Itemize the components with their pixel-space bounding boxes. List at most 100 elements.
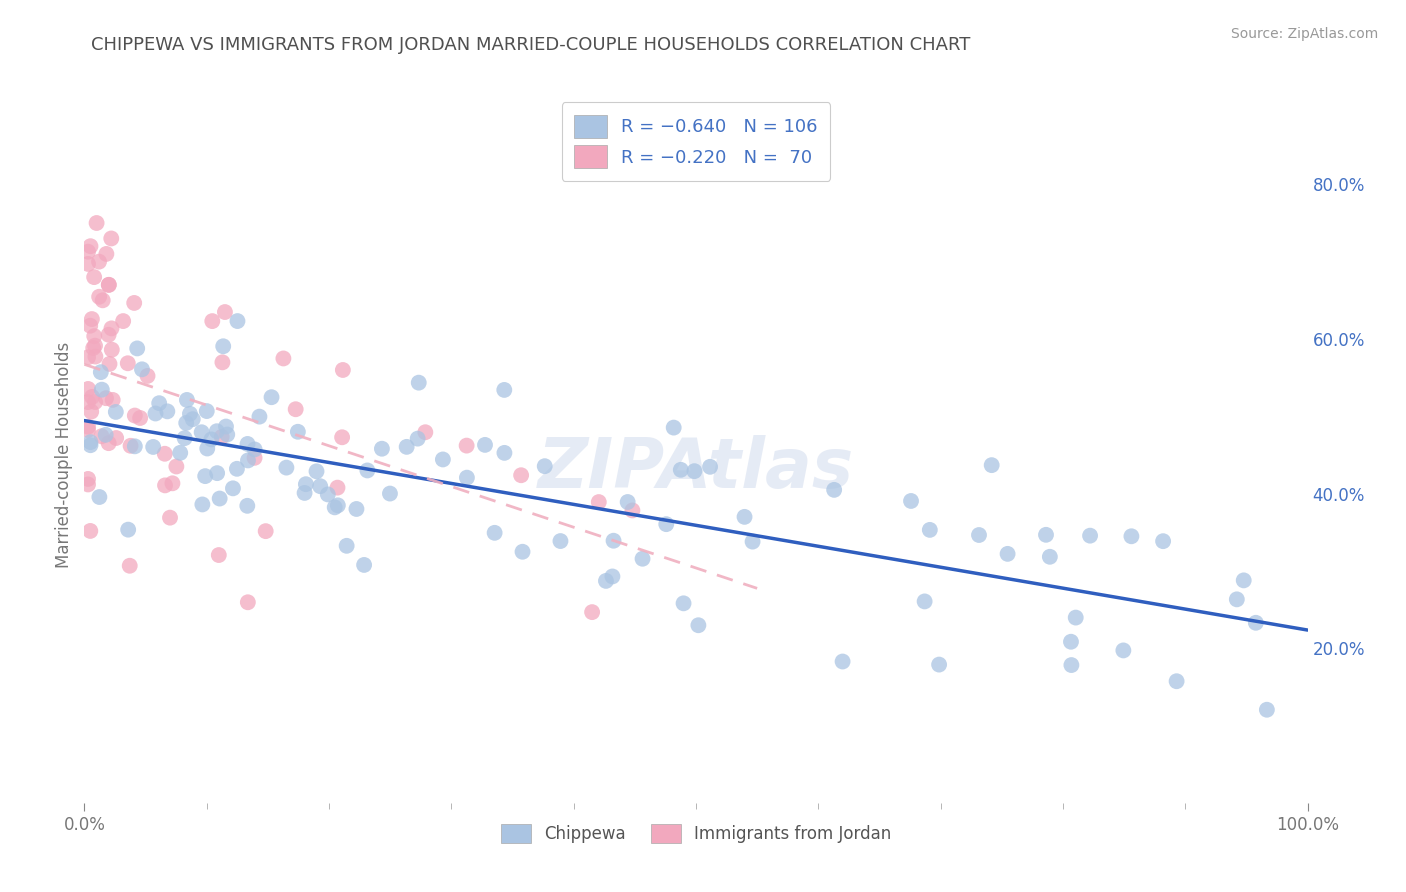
Legend: Chippewa, Immigrants from Jordan: Chippewa, Immigrants from Jordan <box>494 818 898 850</box>
Point <box>326 481 349 495</box>
Point <box>699 459 721 474</box>
Y-axis label: Married-couple Households: Married-couple Households <box>55 342 73 568</box>
Point <box>80 390 103 404</box>
Point <box>194 469 217 483</box>
Point <box>77 257 100 271</box>
Point <box>512 545 534 559</box>
Point <box>89 490 111 504</box>
Point <box>323 500 346 515</box>
Point <box>1060 658 1083 673</box>
Point <box>621 503 644 517</box>
Point <box>191 498 214 512</box>
Point <box>77 472 100 486</box>
Point <box>294 486 316 500</box>
Point <box>131 362 153 376</box>
Point <box>124 439 146 453</box>
Point <box>371 442 394 456</box>
Point <box>97 327 120 342</box>
Point <box>226 462 249 476</box>
Point <box>588 495 610 509</box>
Point <box>918 523 941 537</box>
Point <box>356 463 378 477</box>
Point <box>96 247 118 261</box>
Point <box>77 423 100 437</box>
Text: ZIPAtlas: ZIPAtlas <box>538 435 853 502</box>
Point <box>683 464 706 478</box>
Point <box>688 618 710 632</box>
Point <box>346 502 368 516</box>
Point <box>82 341 104 355</box>
Point <box>190 425 212 440</box>
Point <box>162 476 184 491</box>
Point <box>484 525 506 540</box>
Point <box>80 312 103 326</box>
Point <box>254 524 277 538</box>
Point <box>91 293 114 308</box>
Point <box>631 551 654 566</box>
Point <box>142 440 165 454</box>
Point <box>309 479 332 493</box>
Point <box>127 342 149 356</box>
Point <box>136 368 159 383</box>
Point <box>124 409 146 423</box>
Point <box>100 321 122 335</box>
Point <box>208 548 231 562</box>
Point <box>395 440 418 454</box>
Point <box>823 483 845 497</box>
Point <box>1152 534 1174 549</box>
Point <box>94 427 117 442</box>
Point <box>97 277 120 292</box>
Point <box>510 468 533 483</box>
Point <box>117 356 139 370</box>
Point <box>90 429 112 443</box>
Point <box>94 391 117 405</box>
Point <box>474 438 496 452</box>
Point <box>494 446 516 460</box>
Point <box>415 425 437 440</box>
Point <box>83 329 105 343</box>
Point <box>211 430 233 444</box>
Point <box>378 486 401 500</box>
Point <box>179 407 201 421</box>
Point <box>616 495 638 509</box>
Text: Source: ZipAtlas.com: Source: ZipAtlas.com <box>1230 27 1378 41</box>
Point <box>336 539 359 553</box>
Point <box>243 442 266 457</box>
Point <box>77 244 100 259</box>
Point <box>1226 592 1249 607</box>
Point <box>181 412 204 426</box>
Point <box>1244 615 1267 630</box>
Point <box>84 395 107 409</box>
Point <box>153 447 176 461</box>
Point <box>980 458 1002 472</box>
Point <box>156 404 179 418</box>
Point <box>169 446 191 460</box>
Point <box>222 481 245 495</box>
Point <box>153 478 176 492</box>
Point <box>406 432 429 446</box>
Point <box>83 270 105 285</box>
Point <box>77 477 100 491</box>
Point <box>332 363 354 377</box>
Point <box>117 523 139 537</box>
Point <box>1039 549 1062 564</box>
Point <box>208 491 231 506</box>
Point <box>104 405 127 419</box>
Point <box>87 254 110 268</box>
Point <box>456 470 478 484</box>
Point <box>655 517 678 532</box>
Point <box>174 416 197 430</box>
Point <box>1233 574 1256 588</box>
Point <box>602 533 624 548</box>
Point <box>97 436 120 450</box>
Point <box>118 558 141 573</box>
Point <box>79 438 101 452</box>
Point <box>550 534 572 549</box>
Point <box>215 419 238 434</box>
Point <box>120 439 142 453</box>
Point <box>217 427 239 442</box>
Point <box>165 459 187 474</box>
Point <box>494 383 516 397</box>
Point <box>195 442 218 456</box>
Point <box>77 419 100 434</box>
